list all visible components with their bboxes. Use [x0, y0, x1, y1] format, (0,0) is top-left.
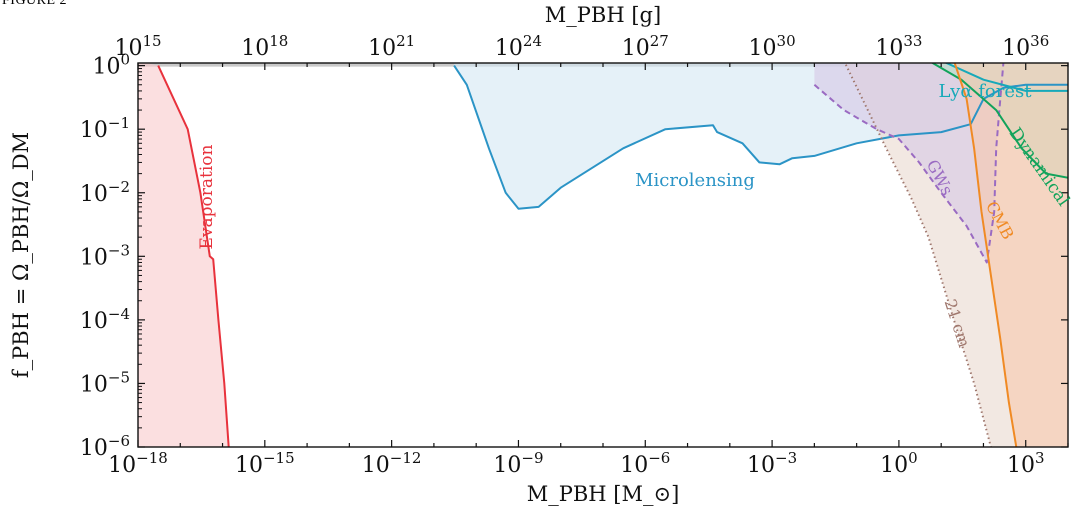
x-tick-label: 10−9: [493, 449, 543, 478]
x-tick-label: 10−12: [362, 449, 422, 478]
y-tick-label: 10−3: [80, 241, 130, 270]
y-tick-label: 10−6: [80, 432, 130, 461]
x2-tick-label: 1015: [114, 32, 161, 61]
annotation-lyalpha-forest: Lyα forest: [939, 81, 1033, 102]
y-axis-label: f_PBH = Ω_PBH/Ω_DM: [9, 132, 33, 378]
x-tick-label: 10−6: [620, 449, 670, 478]
x-tick-label: 10−18: [108, 449, 168, 478]
x2-tick-label: 1021: [368, 32, 415, 61]
x-tick-label: 100: [880, 449, 918, 478]
figure-caption: FIGURE 2: [2, 0, 68, 8]
x2-tick-label: 1033: [875, 32, 922, 61]
line-lyalpha-forest: [944, 63, 1068, 92]
line-cmb: [953, 63, 1018, 447]
x-tick-label: 103: [1007, 449, 1045, 478]
x2-tick-label: 1036: [1002, 32, 1049, 61]
x-tick-label: 10−3: [747, 449, 797, 478]
annotation-microlensing: Microlensing: [635, 170, 755, 191]
region-cmb: [954, 63, 1068, 447]
y-tick-label: 10−2: [80, 178, 130, 207]
x2-tick-label: 1018: [241, 32, 288, 61]
y-tick-label: 100: [92, 51, 130, 80]
region-evaporation: [138, 63, 229, 447]
y-tick-label: 10−4: [80, 305, 130, 334]
x2-axis-label: M_PBH [g]: [545, 3, 661, 27]
line-evaporation: [157, 65, 230, 447]
line-21-cm: [843, 63, 992, 447]
x-axis-label: M_PBH [M_⊙]: [527, 482, 680, 506]
y-tick-label: 10−1: [80, 114, 130, 143]
line-gws: [813, 63, 1005, 264]
annotation-evaporation: Evaporation: [197, 144, 217, 249]
x-tick-label: 10−15: [235, 449, 295, 478]
line-dynamical: [930, 63, 1068, 179]
line-microlensing: [453, 65, 1068, 210]
x2-tick-label: 1024: [495, 32, 542, 61]
y-tick-label: 10−5: [80, 368, 130, 397]
x2-tick-label: 1027: [622, 32, 669, 61]
region-gws: [814, 63, 1004, 263]
x2-tick-label: 1030: [749, 32, 796, 61]
